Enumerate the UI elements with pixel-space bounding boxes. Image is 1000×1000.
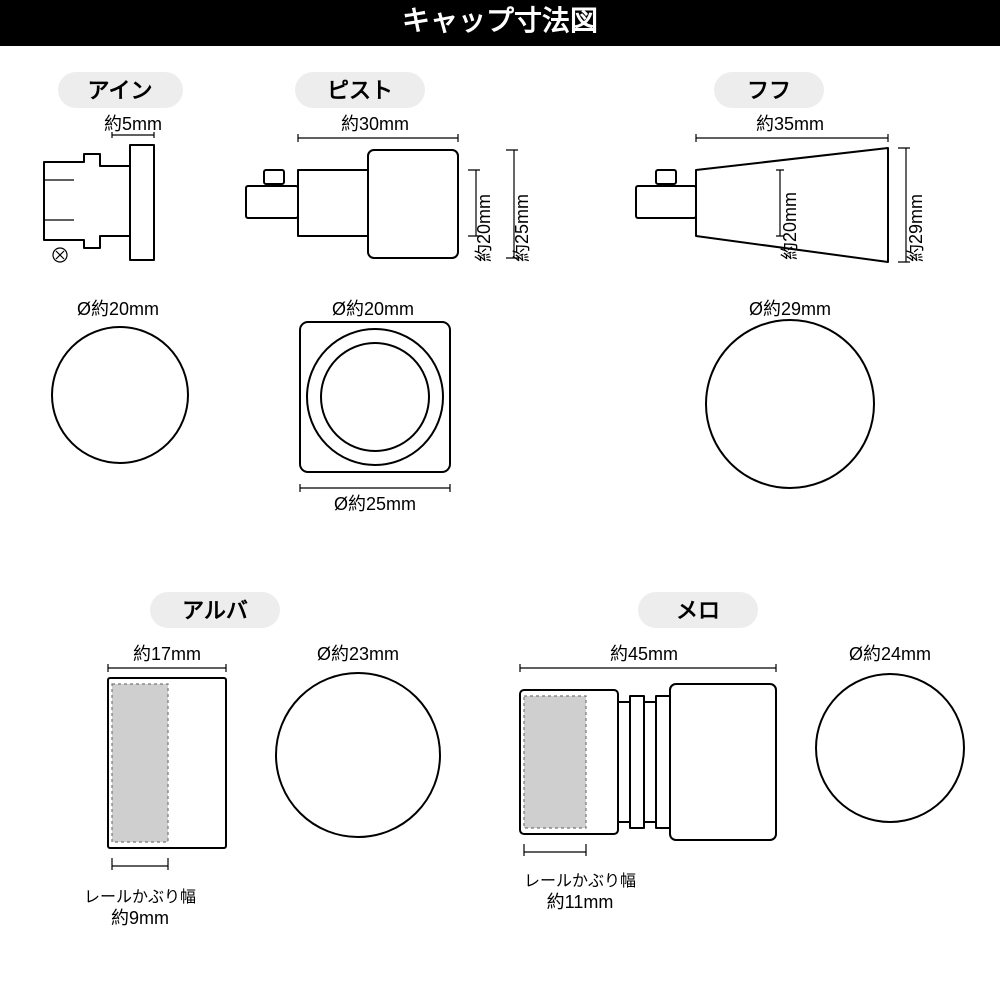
pill-mero-label: メロ <box>676 598 720 623</box>
dim-fufu-dia: Ø約29mm <box>749 299 831 319</box>
dimline-mero-rail <box>524 844 586 856</box>
dim-pisto-dia1: Ø約20mm <box>332 299 414 319</box>
dimline-pisto-top <box>298 134 458 142</box>
cap-ain: アイン 約5mm Ø約20mm <box>44 72 188 463</box>
dim-alba-top: 約17mm <box>133 644 201 664</box>
ain-circle <box>52 327 188 463</box>
dim-alba-dia: Ø約23mm <box>317 644 399 664</box>
dim-fufu-h2: 約29mm <box>906 194 926 262</box>
cap-fufu: フフ 約35mm 約20mm 約29mm Ø約29mm <box>636 72 926 488</box>
dim-mero-dia: Ø約24mm <box>849 644 931 664</box>
cap-alba: アルバ 約17mm レールかぶり幅 約9mm Ø約23mm <box>84 592 440 928</box>
ain-side <box>44 145 154 262</box>
dimline-pisto-dia2 <box>300 484 450 492</box>
header-title: キャップ寸法図 <box>402 5 598 36</box>
pill-ain-label: アイン <box>88 78 153 103</box>
pill-fufu-label: フフ <box>747 78 791 103</box>
dim-mero-top: 約45mm <box>610 644 678 664</box>
fufu-side <box>636 148 888 262</box>
dimline-alba-top <box>108 664 226 672</box>
mero-circle <box>816 674 964 822</box>
pill-pisto-label: ピスト <box>327 78 393 103</box>
dim-ain-dia: Ø約20mm <box>77 299 159 319</box>
dim-pisto-top: 約30mm <box>341 114 409 134</box>
fufu-circle <box>706 320 874 488</box>
dim-pisto-dia2: Ø約25mm <box>334 494 416 514</box>
dim-alba-rail-val: 約9mm <box>111 908 169 928</box>
dimline-mero-top <box>520 664 776 672</box>
dim-alba-rail-label: レールかぶり幅 <box>84 888 196 906</box>
dim-ain-top: 約5mm <box>104 114 162 134</box>
dim-pisto-h2: 約25mm <box>512 194 532 262</box>
dim-pisto-h1: 約20mm <box>474 194 494 262</box>
pill-alba-label: アルバ <box>182 598 248 623</box>
dimline-fufu-top <box>696 134 888 142</box>
dim-fufu-top: 約35mm <box>756 114 824 134</box>
dimline-alba-rail <box>112 858 168 870</box>
mero-side <box>520 684 776 840</box>
cap-mero: メロ 約45mm レールかぶり幅 約11mm Ø約24mm <box>520 592 964 912</box>
alba-circle <box>276 673 440 837</box>
dim-mero-rail-val: 約11mm <box>547 892 614 912</box>
dim-mero-rail-label: レールかぶり幅 <box>524 872 636 890</box>
cap-pisto: ピスト 約30mm 約20mm 約25mm Ø約20mm Ø約25mm <box>246 72 532 514</box>
pisto-side <box>246 150 458 258</box>
alba-side <box>108 678 226 848</box>
pisto-front <box>300 322 450 472</box>
dim-fufu-h1: 約20mm <box>780 192 800 260</box>
